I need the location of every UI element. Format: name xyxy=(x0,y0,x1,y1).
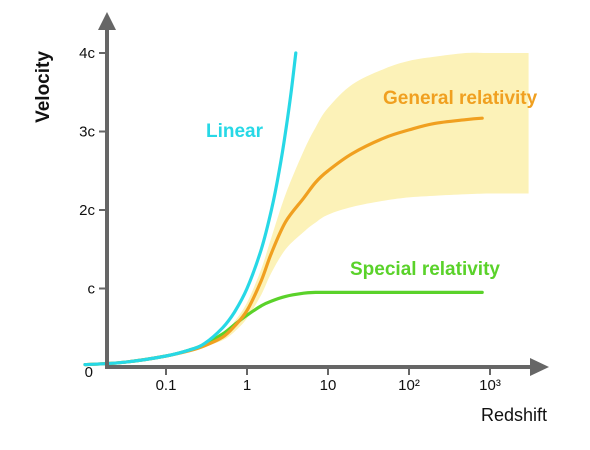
y-tick-label: 0 xyxy=(85,364,93,381)
labels-layer: Velocity Redshift Linear General relativ… xyxy=(33,51,547,425)
x-axis-arrow-icon xyxy=(530,358,549,376)
y-tick-label: 4c xyxy=(79,45,95,62)
series-label-linear: Linear xyxy=(206,121,264,142)
x-tick-label: 10 xyxy=(320,377,337,394)
y-tick-label: 3c xyxy=(79,124,95,141)
general-relativity-band xyxy=(204,52,529,347)
x-axis-title: Redshift xyxy=(481,405,547,425)
ticks-layer: 0.1 1 10 10² 10³ 0 c 2c 3c 4c xyxy=(79,45,501,394)
x-tick-label: 1 xyxy=(243,377,251,394)
y-axis-title: Velocity xyxy=(33,51,54,123)
axes-layer xyxy=(98,12,549,376)
y-tick-label: c xyxy=(88,281,96,298)
y-axis-arrow-icon xyxy=(98,12,116,30)
series-line-linear xyxy=(83,51,298,367)
series-layer xyxy=(83,51,484,367)
confidence-band-layer xyxy=(204,52,529,347)
x-tick-label: 0.1 xyxy=(156,377,177,394)
x-tick-label: 10³ xyxy=(479,377,501,394)
series-label-special-relativity: Special relativity xyxy=(350,259,500,280)
series-label-general-relativity: General relativity xyxy=(383,88,538,109)
y-tick-label: 2c xyxy=(79,202,95,219)
series-line-special-relativity xyxy=(83,290,484,367)
x-tick-label: 10² xyxy=(398,377,420,394)
